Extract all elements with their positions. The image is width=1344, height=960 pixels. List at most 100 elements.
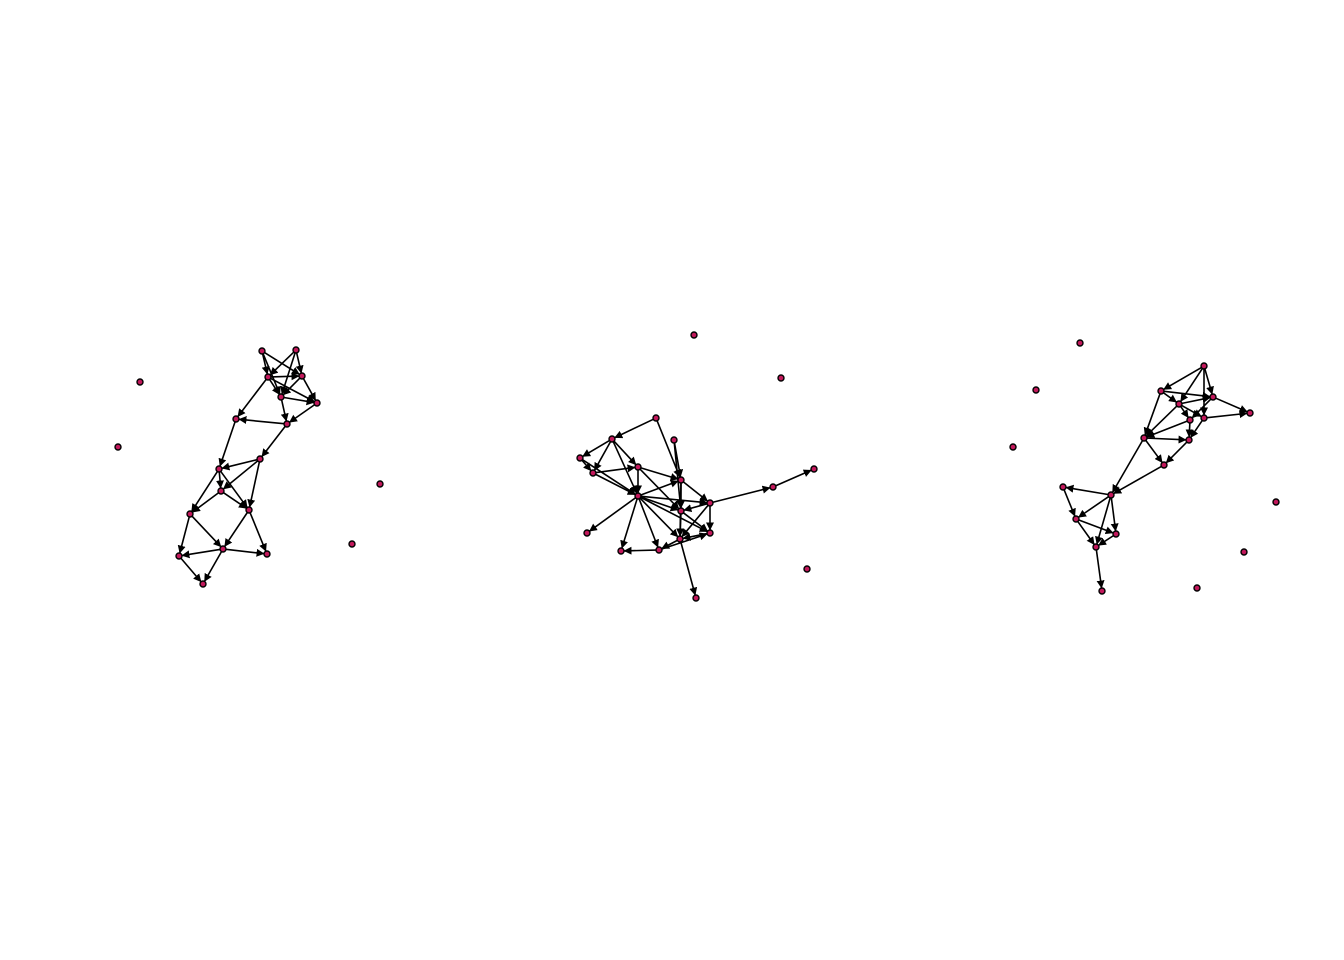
node bbox=[803, 565, 811, 573]
node bbox=[136, 378, 144, 386]
node bbox=[245, 506, 253, 514]
nodes bbox=[576, 331, 818, 602]
node bbox=[175, 552, 183, 560]
node bbox=[1186, 416, 1194, 424]
edge-arrow bbox=[613, 440, 637, 466]
edge-arrow bbox=[237, 378, 267, 418]
edge-arrow bbox=[1190, 420, 1203, 438]
node bbox=[1009, 443, 1017, 451]
edge-arrow bbox=[192, 492, 220, 513]
node bbox=[215, 465, 223, 473]
edge-arrow bbox=[712, 485, 771, 504]
node bbox=[1193, 584, 1201, 592]
edge-arrow bbox=[238, 416, 285, 425]
edge-arrow bbox=[683, 503, 708, 513]
edge-arrow bbox=[247, 461, 261, 508]
node bbox=[690, 331, 698, 339]
edge-arrow bbox=[640, 467, 679, 481]
node bbox=[576, 454, 584, 462]
node bbox=[589, 469, 597, 477]
edge-arrow bbox=[612, 441, 638, 494]
edge-arrow bbox=[262, 353, 281, 395]
node bbox=[1272, 498, 1280, 506]
nodes bbox=[114, 346, 384, 588]
edge-arrow bbox=[682, 481, 709, 502]
node bbox=[652, 414, 660, 422]
edge-arrow bbox=[249, 512, 267, 552]
node bbox=[256, 455, 264, 463]
node bbox=[376, 480, 384, 488]
node bbox=[1140, 434, 1148, 442]
edge-arrow bbox=[1098, 534, 1114, 546]
edge-arrow bbox=[282, 377, 301, 396]
node bbox=[1175, 400, 1183, 408]
edge-arrow bbox=[1180, 368, 1204, 402]
node bbox=[186, 510, 194, 518]
node bbox=[264, 373, 272, 381]
node bbox=[670, 436, 678, 444]
edge-arrow bbox=[191, 471, 219, 512]
node bbox=[298, 372, 306, 380]
edge-arrow bbox=[270, 372, 300, 381]
edge-arrow bbox=[1206, 410, 1248, 419]
node bbox=[1240, 548, 1248, 556]
network-right bbox=[1009, 339, 1280, 595]
edge-arrow bbox=[1145, 405, 1178, 437]
edge-arrow bbox=[269, 351, 295, 376]
edge-arrow bbox=[1215, 397, 1248, 413]
node bbox=[677, 507, 685, 515]
edges bbox=[177, 351, 316, 583]
edge-arrow bbox=[1077, 520, 1095, 545]
node bbox=[769, 483, 777, 491]
edge-arrow bbox=[640, 496, 708, 533]
node bbox=[1200, 362, 1208, 370]
node bbox=[617, 547, 625, 555]
edge-arrow bbox=[1145, 439, 1163, 463]
edge-arrow bbox=[181, 548, 221, 559]
node bbox=[263, 550, 271, 558]
edge-arrow bbox=[1204, 368, 1214, 395]
edge-arrow bbox=[1162, 392, 1177, 403]
edge-arrow bbox=[191, 515, 222, 548]
node bbox=[114, 443, 122, 451]
edge-arrow bbox=[676, 513, 685, 537]
network-left bbox=[114, 346, 384, 588]
node bbox=[608, 435, 616, 443]
node bbox=[232, 415, 240, 423]
edge-arrow bbox=[1180, 406, 1189, 418]
edge-arrow bbox=[261, 425, 286, 458]
edge-arrow bbox=[640, 495, 708, 506]
edge-arrow bbox=[582, 439, 610, 457]
edge-arrow bbox=[582, 458, 636, 495]
edge-arrow bbox=[289, 404, 316, 423]
edge-arrow bbox=[1146, 435, 1187, 444]
edge-arrow bbox=[640, 496, 679, 512]
edge-arrow bbox=[639, 497, 679, 538]
node bbox=[634, 463, 642, 471]
node bbox=[258, 347, 266, 355]
node bbox=[810, 465, 818, 473]
edge-arrow bbox=[218, 421, 236, 467]
edge-arrow bbox=[640, 479, 679, 496]
node bbox=[1160, 461, 1168, 469]
edge-arrow bbox=[1185, 422, 1194, 438]
node bbox=[313, 399, 321, 407]
node bbox=[1246, 409, 1254, 417]
node bbox=[1098, 587, 1106, 595]
edge-arrow bbox=[594, 441, 612, 471]
network-center bbox=[576, 331, 818, 602]
node bbox=[583, 529, 591, 537]
edge-arrow bbox=[1095, 549, 1105, 589]
edge-arrow bbox=[223, 492, 247, 509]
node bbox=[1112, 530, 1120, 538]
node bbox=[219, 545, 227, 553]
node bbox=[283, 420, 291, 428]
edge-arrow bbox=[680, 541, 698, 596]
edge-arrow bbox=[222, 460, 259, 490]
edge-arrow bbox=[261, 353, 270, 375]
node bbox=[1032, 386, 1040, 394]
edge-arrow bbox=[661, 539, 678, 550]
edge-arrow bbox=[1078, 496, 1109, 518]
